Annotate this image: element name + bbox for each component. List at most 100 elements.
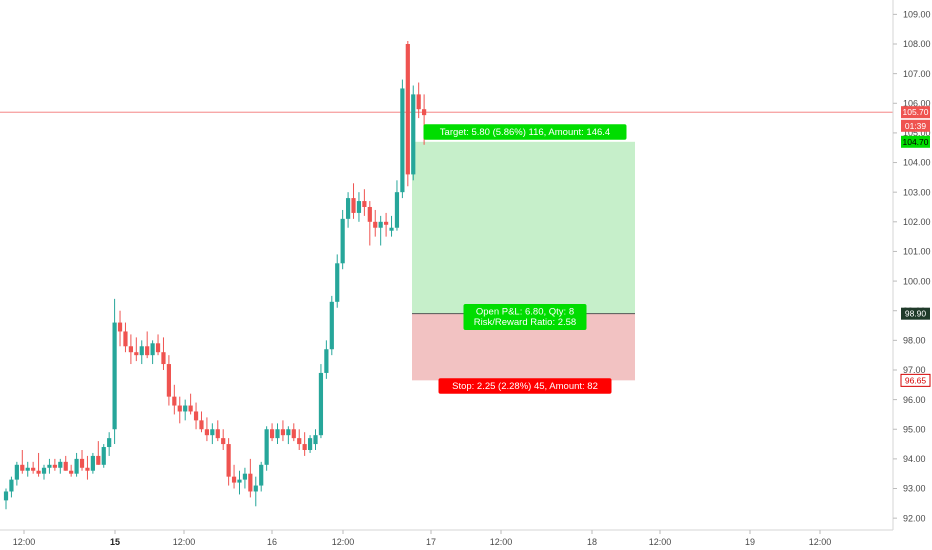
candle-body: [373, 221, 378, 228]
candle: [297, 429, 302, 450]
candle-body: [9, 479, 14, 492]
position-zones[interactable]: [412, 141, 635, 381]
candle-body: [297, 438, 302, 445]
candle: [145, 331, 150, 359]
candle: [280, 420, 286, 442]
candle: [259, 461, 264, 492]
candle-body: [335, 263, 340, 302]
candle: [269, 423, 275, 442]
candle: [90, 452, 95, 474]
candle-body: [52, 464, 57, 468]
candle-body: [324, 349, 329, 373]
candle: [9, 476, 14, 498]
candle: [291, 423, 296, 442]
y-tick-label: 96.00: [903, 395, 926, 405]
candle: [405, 41, 410, 187]
candle: [172, 384, 177, 415]
candle: [367, 201, 372, 246]
candle: [107, 432, 112, 456]
candle: [242, 467, 248, 489]
candle-body: [117, 322, 123, 332]
y-tick-label: 104.00: [903, 158, 931, 168]
y-tick-label: 109.00: [903, 10, 931, 20]
candle-body: [96, 455, 101, 465]
candle: [275, 423, 280, 445]
candle: [31, 461, 36, 474]
candles: [3, 41, 427, 510]
candle: [188, 393, 193, 415]
candle: [155, 334, 161, 356]
candle: [199, 411, 204, 433]
y-tick-label: 97.00: [903, 365, 926, 375]
price-badge-bg: [901, 106, 930, 119]
candle-body: [139, 346, 144, 356]
candle-body: [31, 467, 36, 471]
candle-body: [210, 429, 215, 436]
candle-body: [302, 444, 307, 450]
candle-body: [367, 206, 372, 222]
candle-body: [63, 461, 68, 471]
candle-body: [199, 420, 204, 430]
candle-body: [155, 343, 161, 353]
candle: [150, 340, 155, 365]
candle: [117, 310, 123, 347]
candle-body: [400, 88, 405, 193]
candle: [128, 334, 133, 365]
candle-body: [248, 473, 253, 492]
candle-body: [123, 331, 128, 347]
candle-body: [79, 458, 85, 468]
candle: [378, 215, 383, 246]
candle-body: [291, 429, 296, 439]
candle-body: [422, 109, 427, 116]
candle: [41, 464, 47, 480]
target-label: Target: 5.80 (5.86%) 116, Amount: 146.4: [423, 124, 627, 140]
candle: [313, 429, 318, 450]
price-badge-text: 96.65: [905, 375, 927, 385]
candle-body: [166, 364, 171, 397]
candle-body: [280, 429, 286, 436]
y-tick-label: 98.00: [903, 336, 926, 346]
candle-body: [340, 218, 345, 264]
candle-body: [231, 476, 237, 483]
candle-body: [384, 221, 389, 225]
price-badge-text: 105.70: [903, 107, 929, 117]
candle-body: [318, 372, 324, 436]
y-tick-label: 92.00: [903, 513, 926, 523]
candle: [96, 441, 101, 465]
x-tick-label: 15: [110, 537, 120, 547]
candle: [14, 461, 19, 486]
price-badge-text: 104.70: [903, 137, 929, 147]
candle: [324, 340, 329, 379]
candle-body: [128, 346, 133, 353]
profit-zone[interactable]: [412, 141, 635, 314]
y-tick-label: 100.00: [903, 276, 931, 286]
candle: [47, 458, 52, 474]
candle-body: [253, 485, 258, 492]
candle: [335, 254, 340, 308]
candle: [79, 449, 85, 471]
candle: [411, 85, 416, 181]
candle: [362, 189, 367, 216]
x-tick-label: 12:00: [173, 537, 196, 547]
position-labels: Target: 5.80 (5.86%) 116, Amount: 146.4 O…: [423, 124, 627, 394]
candle-body: [25, 467, 30, 471]
candle: [384, 212, 389, 237]
candle-body: [226, 444, 231, 477]
y-tick-label: 102.00: [903, 217, 931, 227]
stop-label-text: Stop: 2.25 (2.28%) 45, Amount: 82: [452, 381, 598, 392]
candle-body: [221, 438, 226, 445]
candle-body: [172, 396, 177, 406]
x-tick-label: 16: [267, 537, 277, 547]
candle-body: [286, 429, 291, 436]
candle-body: [150, 343, 155, 356]
price-badge-countdown: 01:39: [901, 119, 930, 132]
target-label-bg: [423, 124, 627, 140]
candle: [307, 435, 313, 453]
candle: [58, 458, 63, 474]
stop-label: Stop: 2.25 (2.28%) 45, Amount: 82: [438, 378, 612, 394]
candle-body: [394, 192, 400, 228]
candle-body: [20, 464, 25, 471]
candle: [134, 337, 139, 362]
x-tick-label: 12:00: [332, 537, 355, 547]
